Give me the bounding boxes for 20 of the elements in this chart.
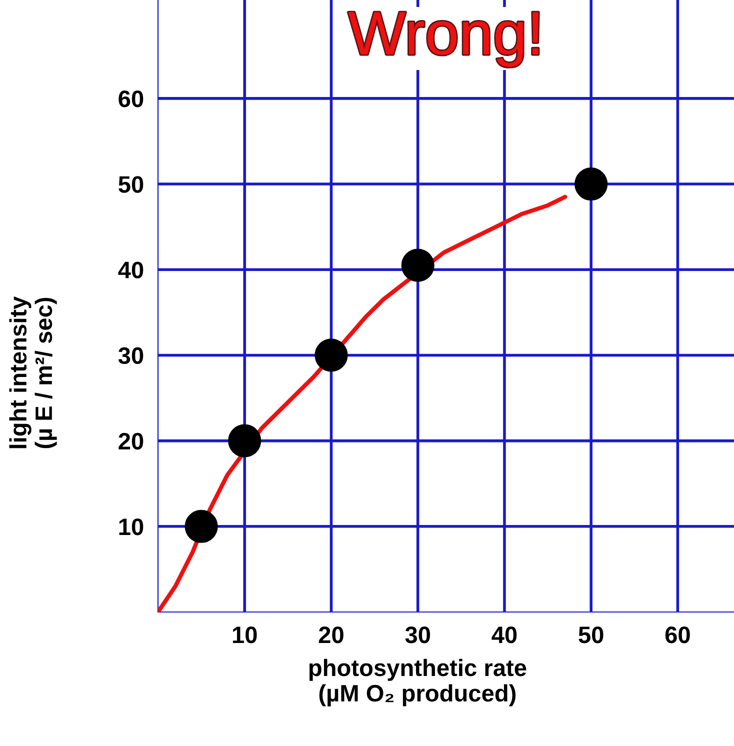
y-tick-label: 50 bbox=[118, 176, 144, 193]
x-tick-label: 50 bbox=[578, 626, 604, 644]
y-tick-label: 40 bbox=[118, 262, 144, 278]
y-tick-label: 60 bbox=[118, 90, 144, 108]
x-tick-label: 40 bbox=[492, 626, 517, 644]
x-tick-label: 30 bbox=[405, 626, 430, 644]
x-axis-title: photosynthetic rate (µM O₂ produced) bbox=[309, 658, 526, 706]
point bbox=[574, 167, 608, 201]
x-tick-label: 10 bbox=[232, 626, 257, 644]
point bbox=[184, 510, 218, 543]
y-axis-title: light intensity (µ E / m²/ sec) bbox=[9, 296, 57, 448]
y-tick-label: 20 bbox=[118, 432, 144, 450]
x-tick-label: 20 bbox=[318, 626, 344, 644]
point bbox=[401, 248, 434, 282]
y-tick-label: 10 bbox=[119, 518, 144, 536]
point bbox=[314, 338, 348, 372]
annotation: Wrong! bbox=[348, 12, 538, 67]
point bbox=[228, 424, 262, 458]
y-tick-label: 30 bbox=[118, 347, 144, 364]
x-tick-label: 60 bbox=[665, 626, 690, 644]
